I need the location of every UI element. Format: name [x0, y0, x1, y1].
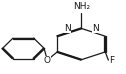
- Text: O: O: [44, 56, 51, 65]
- Text: NH₂: NH₂: [73, 2, 90, 11]
- Text: F: F: [110, 56, 115, 65]
- Text: N: N: [92, 24, 99, 33]
- Text: N: N: [64, 24, 71, 33]
